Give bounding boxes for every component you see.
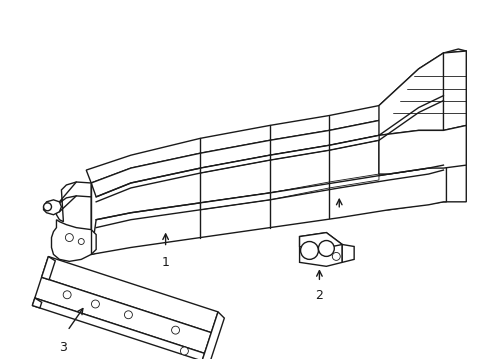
Circle shape	[124, 311, 132, 319]
Polygon shape	[51, 220, 96, 261]
Polygon shape	[86, 49, 466, 183]
Polygon shape	[378, 125, 466, 174]
Circle shape	[300, 242, 318, 260]
Circle shape	[180, 347, 188, 355]
Polygon shape	[32, 298, 204, 360]
Polygon shape	[378, 125, 466, 210]
Circle shape	[78, 239, 84, 244]
Polygon shape	[342, 244, 353, 262]
Circle shape	[91, 300, 99, 308]
Text: 2: 2	[315, 289, 323, 302]
Polygon shape	[91, 165, 446, 255]
Polygon shape	[91, 96, 443, 255]
Polygon shape	[378, 51, 466, 135]
Polygon shape	[41, 257, 55, 280]
Text: 3: 3	[60, 341, 67, 354]
Polygon shape	[299, 233, 342, 251]
Polygon shape	[41, 257, 218, 333]
Polygon shape	[202, 312, 224, 360]
Circle shape	[43, 203, 51, 211]
Circle shape	[332, 252, 340, 260]
Polygon shape	[35, 277, 211, 354]
Polygon shape	[443, 51, 466, 130]
Polygon shape	[43, 200, 61, 215]
Polygon shape	[91, 73, 443, 197]
Polygon shape	[299, 233, 342, 266]
Circle shape	[318, 240, 334, 256]
Text: 1: 1	[162, 256, 169, 269]
Polygon shape	[200, 174, 378, 210]
Circle shape	[65, 234, 73, 242]
Polygon shape	[32, 298, 41, 308]
Circle shape	[63, 291, 71, 299]
Polygon shape	[56, 182, 91, 222]
Polygon shape	[200, 135, 378, 173]
Circle shape	[171, 326, 179, 334]
